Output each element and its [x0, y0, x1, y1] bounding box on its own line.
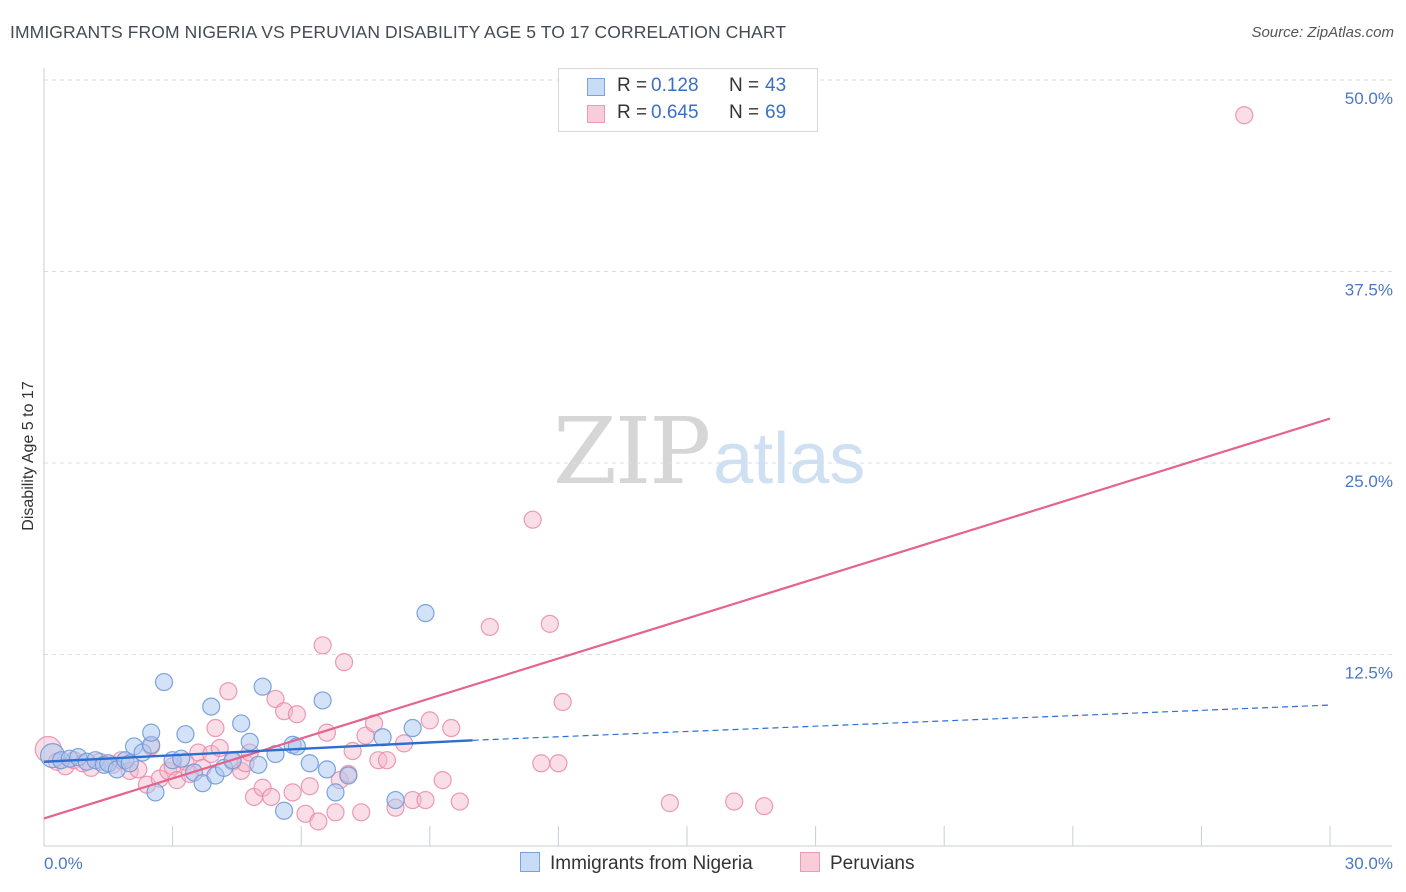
- peruvians-point: [549, 754, 568, 773]
- peruvians-point: [553, 692, 572, 712]
- nigeria-point: [202, 697, 221, 716]
- peruvians-point: [433, 771, 452, 790]
- peruvians-point: [309, 812, 328, 831]
- x-axis-ticks: [43, 826, 1331, 846]
- chart-title: IMMIGRANTS FROM NIGERIA VS PERUVIAN DISA…: [10, 22, 787, 42]
- x-tick-label-min: 0.0%: [44, 854, 83, 873]
- bottom-legend-swatch-peruvians: [800, 852, 820, 872]
- watermark-atlas: atlas: [713, 419, 866, 499]
- peruvians-point: [420, 711, 439, 730]
- peruvians-point: [219, 682, 238, 701]
- peruvians-point: [480, 617, 499, 637]
- legend-r-label: R =: [617, 75, 648, 96]
- peruvians-point: [450, 792, 469, 811]
- nigeria-point: [253, 677, 272, 696]
- peruvians-point: [755, 797, 774, 816]
- peruvians-point: [442, 718, 461, 738]
- y-tick-labels: 12.5% 25.0% 37.5% 50.0%: [1345, 89, 1393, 683]
- peruvians-point: [313, 636, 332, 655]
- peruvians-trend-line: [43, 417, 1331, 820]
- bottom-legend-label-nigeria: Immigrants from Nigeria: [550, 853, 753, 874]
- peruvians-point: [1235, 106, 1254, 125]
- nigeria-point: [373, 728, 392, 747]
- peruvians-point: [262, 787, 281, 807]
- nigeria-trend-line: [43, 739, 473, 763]
- legend-r-value: 0.128: [651, 75, 699, 96]
- watermark-zip: ZIP: [553, 398, 711, 505]
- legend-n-value: 43: [765, 75, 787, 96]
- peruvians-point: [377, 751, 397, 770]
- y-tick-label: 37.5%: [1345, 281, 1393, 300]
- legend-r-value: 0.645: [651, 102, 699, 123]
- nigeria-trend-extension: [472, 704, 1331, 741]
- nigeria-point: [313, 691, 332, 710]
- nigeria-point: [249, 755, 268, 774]
- peruvians-point: [326, 803, 345, 822]
- peruvians-point: [287, 705, 307, 724]
- legend-swatch-nigeria: [587, 78, 605, 96]
- y-tick-label: 12.5%: [1345, 664, 1393, 683]
- bottom-legend-label-peruvians: Peruvians: [830, 853, 915, 874]
- bottom-legend-peruvians: Peruvians: [800, 852, 915, 875]
- legend-n-label: N =: [729, 75, 760, 96]
- peruvians-points: [34, 106, 1254, 831]
- nigeria-point: [172, 749, 191, 768]
- peruvians-point: [416, 790, 435, 810]
- nigeria-point: [154, 672, 174, 692]
- legend-r-label: R =: [617, 102, 648, 123]
- y-tick-label: 50.0%: [1345, 89, 1393, 108]
- nigeria-point: [274, 801, 294, 820]
- y-tick-label: 25.0%: [1345, 472, 1393, 491]
- nigeria-point: [120, 754, 139, 773]
- legend: R = 0.128 N = 43 R = 0.645 N = 69: [558, 68, 818, 132]
- nigeria-point: [240, 732, 259, 751]
- peruvians-point: [334, 653, 354, 672]
- bottom-legend-swatch-nigeria: [520, 852, 540, 872]
- y-axis-title: Disability Age 5 to 17: [20, 381, 37, 531]
- nigeria-point: [176, 725, 195, 744]
- nigeria-points: [39, 604, 435, 820]
- peruvians-point: [300, 777, 319, 796]
- trend-lines: [43, 417, 1331, 820]
- nigeria-point: [300, 754, 319, 773]
- legend-swatch-peruvians: [587, 105, 605, 123]
- axes: [43, 68, 1392, 847]
- peruvians-point: [725, 792, 744, 811]
- peruvians-point: [523, 510, 542, 529]
- legend-n-value: 69: [765, 102, 787, 123]
- nigeria-point: [416, 604, 435, 623]
- x-tick-label-max: 30.0%: [1345, 854, 1393, 873]
- legend-n-label: N =: [729, 102, 760, 123]
- nigeria-point: [326, 783, 345, 802]
- watermark: ZIPatlas: [553, 398, 865, 505]
- nigeria-point: [232, 714, 251, 733]
- nigeria-point: [142, 723, 161, 742]
- nigeria-point: [403, 718, 422, 738]
- peruvians-point: [283, 783, 302, 802]
- bottom-legend-nigeria: Immigrants from Nigeria: [520, 852, 753, 875]
- nigeria-point: [339, 766, 358, 785]
- nigeria-point: [317, 760, 337, 779]
- peruvians-point: [532, 754, 551, 773]
- peruvians-point: [206, 718, 225, 738]
- peruvians-point: [352, 803, 371, 822]
- grid-lines: [44, 79, 1392, 655]
- source-label: Source: ZipAtlas.com: [1251, 24, 1394, 41]
- peruvians-point: [540, 614, 559, 633]
- nigeria-point: [386, 790, 405, 810]
- peruvians-point: [660, 794, 679, 813]
